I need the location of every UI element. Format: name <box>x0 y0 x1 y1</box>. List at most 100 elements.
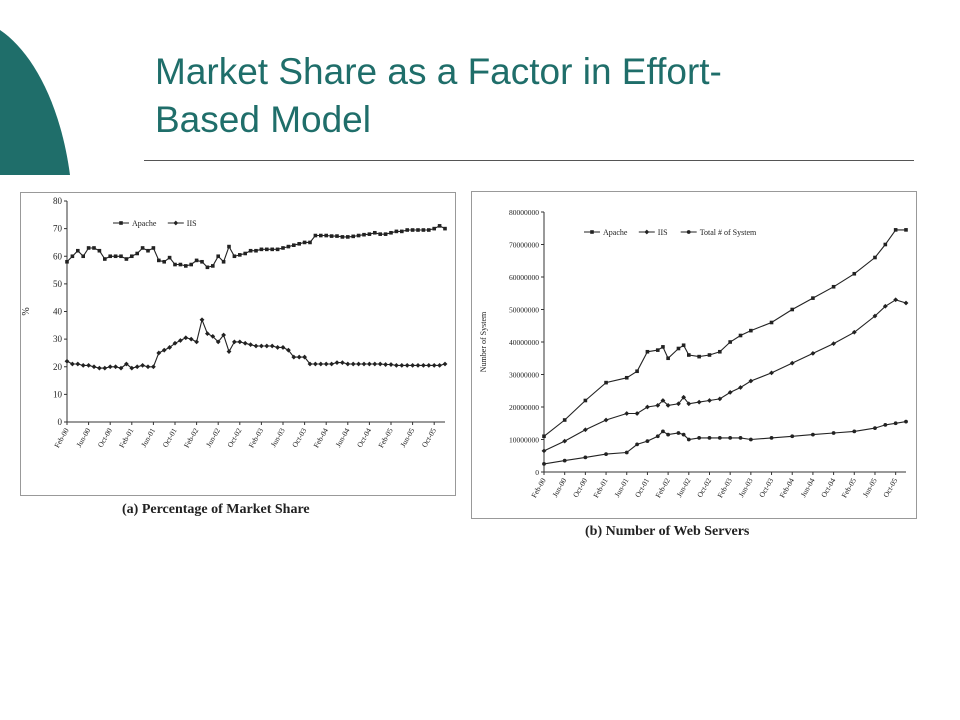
data-point <box>377 361 383 367</box>
x-tick-label: Oct-04 <box>355 426 373 449</box>
y-axis-label: Number of System <box>479 311 488 372</box>
x-tick-label: Feb-04 <box>312 426 331 449</box>
series-total-of-system <box>542 419 908 466</box>
data-point <box>790 307 795 312</box>
data-point <box>655 402 661 408</box>
data-point <box>624 375 629 380</box>
x-tick-label: Jun-02 <box>675 476 693 498</box>
x-tick-label: Feb-05 <box>376 426 395 449</box>
data-point <box>727 389 733 395</box>
x-tick-label: Feb-05 <box>840 476 859 499</box>
data-point <box>852 429 857 434</box>
data-point <box>624 411 630 416</box>
data-point <box>707 398 712 403</box>
data-point <box>542 434 546 439</box>
data-point <box>113 254 118 259</box>
x-tick-label: Jun-03 <box>269 426 287 448</box>
data-point <box>661 345 665 349</box>
data-point <box>156 350 162 356</box>
data-point <box>362 232 366 237</box>
data-point <box>113 364 118 370</box>
data-point <box>275 345 280 350</box>
data-point <box>696 399 702 405</box>
y-tick-label: 50 <box>53 279 63 289</box>
data-point <box>259 247 264 252</box>
data-point <box>367 361 372 367</box>
data-point <box>108 254 112 259</box>
y-tick-label: 80000000 <box>509 208 539 217</box>
data-point <box>665 402 671 408</box>
data-point <box>831 341 836 347</box>
legend-marker <box>686 230 691 234</box>
legend-entry: IIS <box>187 219 197 228</box>
data-point <box>432 226 436 231</box>
data-point <box>361 361 367 367</box>
data-point <box>707 353 712 357</box>
data-point <box>308 240 312 245</box>
data-point <box>291 354 297 360</box>
data-point <box>717 396 723 402</box>
data-point <box>199 317 205 323</box>
data-point <box>562 458 567 463</box>
x-tick-label: Jun-05 <box>398 426 416 448</box>
data-point <box>75 361 81 367</box>
data-point <box>86 362 91 368</box>
slide-title-line2: Based Model <box>155 99 371 140</box>
data-point <box>789 360 795 366</box>
data-point <box>873 255 877 260</box>
data-point <box>810 350 816 356</box>
data-point <box>102 365 108 371</box>
data-point <box>205 265 210 270</box>
data-point <box>604 380 608 385</box>
x-tick-label: Feb-02 <box>653 476 672 499</box>
x-tick-label: Feb-01 <box>591 476 610 499</box>
data-point <box>130 254 134 259</box>
data-point <box>334 360 340 366</box>
x-tick-label: Oct-01 <box>633 476 651 499</box>
data-point <box>388 362 394 367</box>
data-point <box>286 347 291 353</box>
data-point <box>904 419 908 424</box>
data-point <box>172 340 178 346</box>
data-point <box>135 251 139 256</box>
y-tick-label: 70 <box>53 224 63 234</box>
y-tick-label: 10 <box>53 389 63 399</box>
x-tick-label: Jun-02 <box>204 426 222 448</box>
data-point <box>124 361 129 367</box>
legend-entry: Total # of System <box>700 228 757 237</box>
data-point <box>681 394 687 400</box>
y-axis-label: % <box>21 307 32 315</box>
data-point <box>852 271 857 276</box>
data-point <box>681 432 686 437</box>
data-point <box>140 362 145 368</box>
x-tick-label: Oct-01 <box>161 426 179 449</box>
data-point <box>655 348 660 352</box>
data-point <box>687 353 691 357</box>
chart-caption-market-share: (a) Percentage of Market Share <box>122 502 310 517</box>
data-point <box>676 346 681 351</box>
data-point <box>582 427 588 433</box>
y-tick-label: 30000000 <box>509 371 539 380</box>
data-point <box>340 360 345 366</box>
data-point <box>873 426 877 431</box>
data-point <box>162 259 166 264</box>
data-point <box>410 228 415 232</box>
data-point <box>790 434 795 439</box>
data-point <box>893 297 899 303</box>
y-tick-label: 80 <box>53 196 63 206</box>
data-point <box>686 437 691 442</box>
data-point <box>431 362 437 368</box>
data-point <box>318 361 324 367</box>
data-point <box>259 343 264 349</box>
data-point <box>769 435 774 440</box>
data-point <box>302 354 307 360</box>
data-point <box>769 370 774 376</box>
data-point <box>292 243 296 247</box>
data-point <box>738 385 743 390</box>
data-point <box>666 356 670 361</box>
y-tick-label: 10000000 <box>509 436 539 445</box>
data-point <box>624 450 629 455</box>
data-point <box>707 435 712 440</box>
data-point <box>215 339 221 345</box>
x-tick-label: Oct-05 <box>881 476 899 499</box>
